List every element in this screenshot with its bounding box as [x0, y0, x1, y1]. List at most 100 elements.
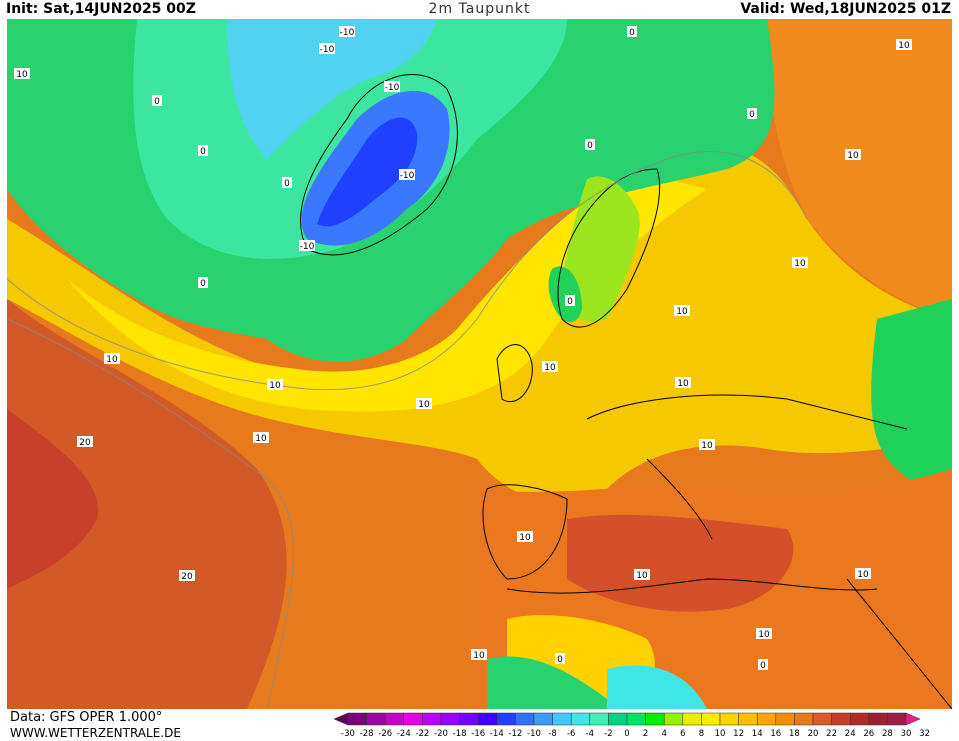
legend-swatch: [868, 712, 888, 726]
contour-label-10: 10: [519, 533, 531, 543]
contour-label-20: 20: [79, 438, 91, 448]
cold-greenland-coast: [227, 19, 437, 159]
legend-swatch: [738, 712, 758, 726]
contour-label-0: 0: [760, 661, 766, 671]
legend-tick-label: 32: [919, 729, 930, 739]
contour-labels: -10 -10 -10 -10 -10 0 0 0 0 0 0 0 0 0 0 …: [14, 26, 912, 671]
scandinavia-coast: [557, 168, 661, 328]
contour-label-10: 10: [418, 400, 430, 410]
contour-label-10: 10: [847, 151, 859, 161]
scandinavia-band: [561, 176, 640, 322]
contour-label-0: 0: [587, 141, 593, 151]
legend-swatch: [570, 712, 591, 726]
legend-swatch: [849, 712, 870, 726]
legend-swatch: [701, 712, 721, 726]
dewpoint-map: -10 -10 -10 -10 -10 0 0 0 0 0 0 0 0 0 0 …: [7, 19, 952, 709]
legend-tick-label: 10: [715, 729, 726, 739]
legend-tick-label: -30: [341, 729, 355, 739]
legend-swatch: [552, 712, 572, 726]
sahara-dry-area: [487, 656, 607, 709]
website-label: WWW.WETTERZENTRALE.DE: [10, 726, 181, 740]
contour-label-10: 10: [701, 441, 713, 451]
contour-lines: [7, 151, 808, 709]
contour-label-10: 10: [544, 363, 556, 373]
contour-label-10: 10: [255, 434, 267, 444]
legend-tick-label: 14: [752, 729, 763, 739]
contour-label-0: 0: [200, 147, 206, 157]
legend-tick-label: 4: [661, 729, 666, 739]
north-africa-coast: [506, 578, 878, 594]
warm-airmass-atlantic: [7, 299, 287, 709]
legend-swatch: [422, 712, 442, 726]
map-title: 2m Taupunkt: [428, 1, 531, 17]
legend-tick-label: 16: [770, 729, 781, 739]
legend-swatch: [347, 712, 367, 726]
legend-swatch: [459, 712, 479, 726]
legend-tick-label: 22: [826, 729, 837, 739]
contour-label-10: 10: [857, 570, 869, 580]
legend-swatch: [366, 712, 386, 726]
legend-tick-label: -22: [415, 729, 429, 739]
contour-label-10: 10: [636, 571, 648, 581]
legend-tick-label: -2: [604, 729, 612, 739]
legend-tick-label: -16: [471, 729, 485, 739]
italy-coast: [646, 458, 713, 540]
legend-tick-label: 12: [733, 729, 744, 739]
header-bar: Init: Sat,14JUN2025 00Z 2m Taupunkt Vali…: [0, 0, 959, 19]
contour-label-10: 10: [473, 651, 485, 661]
norway-cool-area: [548, 266, 582, 323]
legend-tick-label: -18: [453, 729, 467, 739]
legend-tick-label: -26: [378, 729, 392, 739]
contour-label-minus10: -10: [400, 171, 415, 181]
contour-label-10: 10: [794, 259, 806, 269]
legend-tick-label: -24: [397, 729, 411, 739]
legend-swatch: [756, 712, 777, 726]
legend-tick-label: -4: [586, 729, 594, 739]
color-legend: -30 -28 -26 -24 -22 -20 -18 -16 -14 -12 -10 -8 -6 -4-…: [333, 712, 930, 739]
contour-10-line: [7, 151, 808, 391]
legend-swatch: [812, 712, 832, 726]
legend-swatch: [645, 712, 665, 726]
init-time-label: Init: Sat,14JUN2025 00Z: [6, 1, 196, 17]
legend-swatch: [663, 712, 684, 726]
coastlines: [300, 74, 952, 709]
greenland-coldest-core: [317, 117, 418, 227]
legend-tick-label: -6: [567, 729, 575, 739]
legend-swatch: [794, 712, 814, 726]
contour-label-10: 10: [106, 355, 118, 365]
valid-time-label: Valid: Wed,18JUN2025 01Z: [740, 1, 951, 17]
contour-label-10: 10: [758, 630, 770, 640]
legend-tick-label: -28: [360, 729, 374, 739]
moderate-dewpoint-band: [7, 143, 952, 504]
legend-tick-label: 28: [882, 729, 893, 739]
map-canvas: -10 -10 -10 -10 -10 0 0 0 0 0 0 0 0 0 0 …: [7, 19, 952, 709]
legend-swatch: [496, 712, 516, 726]
contour-label-minus10: -10: [300, 242, 315, 252]
legend-swatch: [384, 712, 405, 726]
legend-arrow-high: [905, 712, 921, 726]
contour-label-0: 0: [284, 179, 290, 189]
legend-swatch: [608, 712, 628, 726]
legend-tick-label: 30: [901, 729, 912, 739]
legend-tick-label: 24: [845, 729, 856, 739]
legend-swatch: [589, 712, 609, 726]
legend-swatch: [403, 712, 423, 726]
legend-tick-label: 0: [624, 729, 629, 739]
legend-tick-label: 6: [680, 729, 685, 739]
legend-swatch: [682, 712, 702, 726]
contour-label-minus10: -10: [320, 45, 335, 55]
legend-swatch: [775, 712, 795, 726]
legend-tick-label: -12: [508, 729, 522, 739]
sahara-very-dry: [607, 665, 707, 709]
legend-swatch: [440, 712, 460, 726]
border-line-east: [846, 578, 952, 709]
legend-tick-label: 26: [863, 729, 874, 739]
contour-label-10: 10: [16, 70, 28, 80]
mediterranean-warm-core: [567, 514, 794, 612]
legend-tick-label: -14: [490, 729, 504, 739]
footer-bar: Data: GFS OPER 1.000° WWW.WETTERZENTRALE…: [0, 709, 959, 741]
warm-airmass-east: [767, 19, 952, 319]
legend-swatch: [626, 712, 646, 726]
legend-swatch: [887, 712, 907, 726]
legend-tick-label: 18: [789, 729, 800, 739]
